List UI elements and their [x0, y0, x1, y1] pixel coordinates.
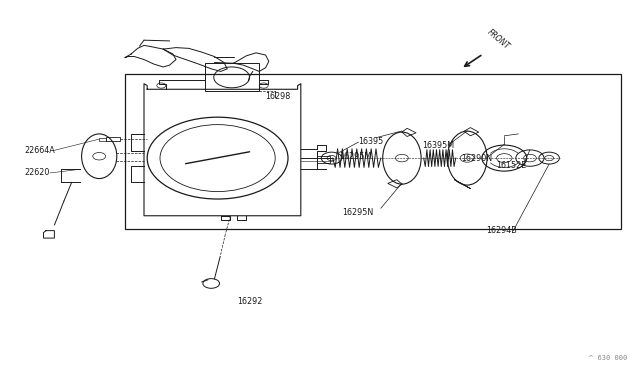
Bar	[125, 74, 621, 229]
Text: 16152E: 16152E	[496, 161, 526, 170]
Text: 22664A: 22664A	[24, 146, 55, 155]
Bar	[99, 138, 106, 141]
Text: 16298: 16298	[266, 92, 291, 101]
Bar	[106, 137, 120, 141]
Bar	[317, 156, 330, 163]
Text: 16395: 16395	[358, 137, 383, 146]
Text: 16294B: 16294B	[486, 226, 517, 235]
Bar	[205, 63, 259, 91]
Text: FRONT: FRONT	[485, 28, 511, 51]
Text: 16292: 16292	[237, 297, 262, 306]
Text: 16290N: 16290N	[461, 154, 492, 163]
Text: 16295M: 16295M	[339, 152, 371, 161]
Text: ^ 630 000: ^ 630 000	[589, 355, 627, 361]
Text: 16295N: 16295N	[342, 208, 374, 217]
Text: 16395M: 16395M	[422, 141, 454, 150]
Text: 22620: 22620	[24, 169, 50, 177]
